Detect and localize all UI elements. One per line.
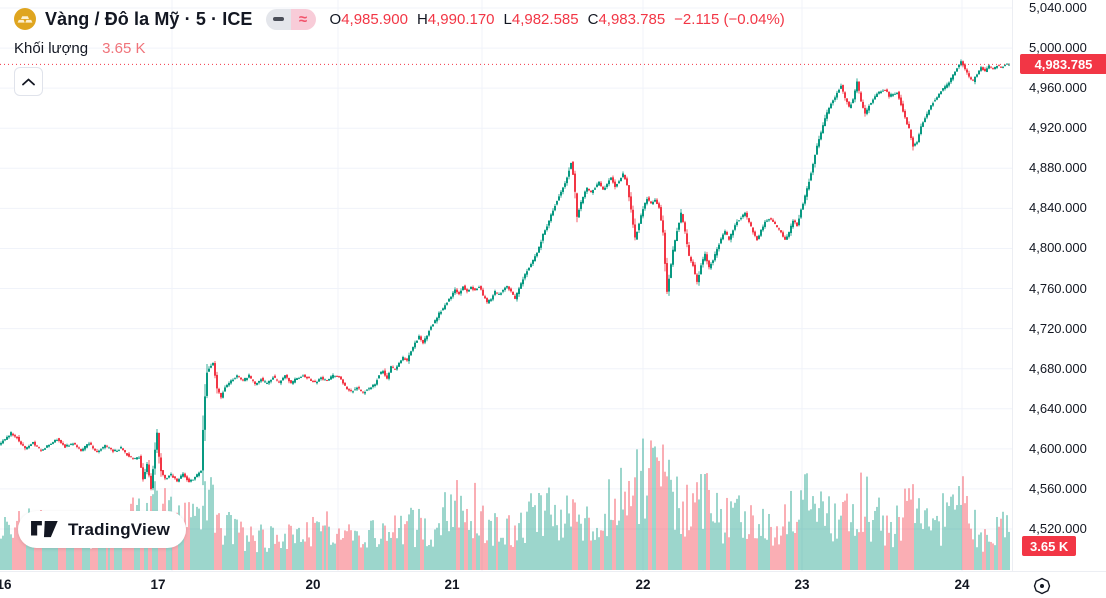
change-value: −2.115 (−0.04%): [674, 10, 785, 28]
axis-settings-icon[interactable]: [1032, 576, 1051, 595]
price-tick-label: 4,800.000: [1029, 240, 1087, 256]
volume-badge: 3.65 K: [1022, 536, 1077, 556]
dash-icon: [272, 17, 284, 21]
time-tick-label: 22: [635, 577, 651, 592]
volume-value: 3.65 K: [102, 39, 146, 57]
price-tick-label: 4,640.000: [1029, 400, 1087, 416]
price-tick-label: 4,680.000: [1029, 360, 1087, 376]
price-tick-label: 4,840.000: [1029, 200, 1087, 216]
ohlc-readout: O4,985.900 H4,990.170 L4,982.585 C4,983.…: [330, 11, 785, 28]
close-value: 4,983.785: [598, 10, 666, 28]
low-label: L: [503, 10, 512, 28]
price-tick-label: 4,720.000: [1029, 320, 1087, 336]
time-tick-label: 23: [794, 577, 810, 592]
minimize-toggle-button[interactable]: [265, 8, 291, 30]
tradingview-logo-text: TradingView: [68, 519, 171, 539]
last-price-badge: 4,983.785: [1020, 54, 1106, 75]
time-tick-label: 17: [150, 577, 166, 592]
gold-coin-icon: [14, 8, 36, 30]
approx-toggle-button[interactable]: ≈: [290, 8, 316, 30]
tradingview-logo[interactable]: TradingView: [18, 511, 187, 548]
price-tick-label: 4,600.000: [1029, 440, 1087, 456]
time-tick-label: 21: [444, 577, 460, 592]
chart-canvas[interactable]: [0, 0, 1012, 571]
price-tick-label: 5,040.000: [1029, 0, 1087, 15]
price-tick-label: 4,960.000: [1029, 80, 1087, 96]
high-label: H: [416, 10, 428, 28]
price-tick-label: 4,760.000: [1029, 280, 1087, 296]
price-tick-label: 4,880.000: [1029, 160, 1087, 176]
candle-layer: [0, 59, 1010, 491]
time-tick-label: 24: [954, 577, 970, 592]
price-tick-label: 4,920.000: [1029, 120, 1087, 136]
volume-row: Khối lượng 3.65 K: [14, 36, 785, 60]
open-label: O: [329, 10, 342, 28]
volume-layer: [0, 438, 1010, 570]
price-axis[interactable]: 5,040.000 5,000.000 4,960.000 4,920.000 4,88…: [1012, 0, 1106, 571]
high-value: 4,990.170: [427, 10, 495, 28]
open-value: 4,985.900: [341, 10, 408, 28]
price-tick-label: 5,000.000: [1029, 40, 1087, 56]
symbol-title[interactable]: Vàng / Đô la Mỹ · 5 · ICE: [45, 8, 253, 29]
price-tick-label: 4,520.000: [1029, 521, 1087, 536]
time-axis[interactable]: 16 17 20 21 22 23 24: [0, 571, 1106, 598]
time-tick-label: 16: [0, 577, 12, 592]
time-tick-label: 20: [305, 577, 321, 592]
collapse-legend-button[interactable]: [14, 67, 43, 96]
legend: Vàng / Đô la Mỹ · 5 · ICE ≈ O4,985.900 H…: [14, 6, 785, 60]
price-tick-label: 4,560.000: [1029, 480, 1087, 496]
volume-label[interactable]: Khối lượng: [14, 39, 89, 57]
low-value: 4,982.585: [511, 10, 579, 28]
close-label: C: [587, 10, 599, 28]
series-toggle-pills: ≈: [265, 8, 316, 30]
chevron-up-icon: [22, 78, 35, 85]
tradingview-logo-icon: [31, 521, 58, 538]
symbol-row: Vàng / Đô la Mỹ · 5 · ICE ≈ O4,985.900 H…: [14, 6, 785, 32]
